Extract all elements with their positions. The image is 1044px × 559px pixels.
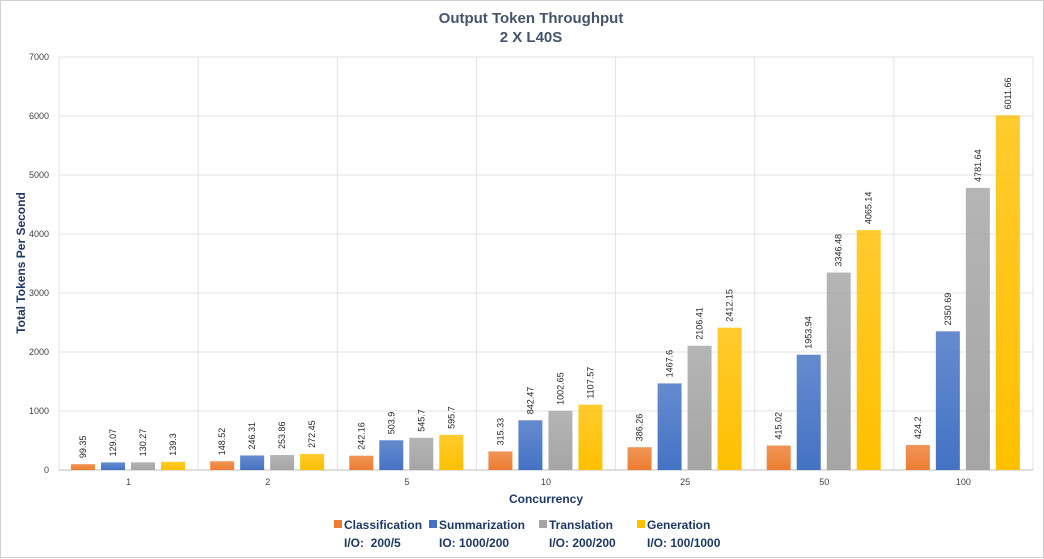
- gridlines: [58, 56, 1034, 471]
- legend-label-summarization: Summarization: [439, 518, 525, 532]
- data-label-generation-5: 595.7: [446, 406, 456, 429]
- bar-translation-25: [687, 345, 712, 470]
- legend-swatch-classification: [334, 520, 342, 528]
- y-axis-ticks: 0 1000 2000 3000 4000 5000 6000 7000: [29, 52, 49, 475]
- data-label-generation-100: 6011.66: [1003, 77, 1013, 109]
- bar-translation-100: [965, 187, 990, 470]
- data-label-summarization-50: 1953.94: [804, 316, 814, 349]
- bar-generation-50: [856, 230, 881, 470]
- chart-subtitle: 2 X L40S: [500, 29, 563, 46]
- x-tick-label: 5: [404, 477, 409, 487]
- bar-summarization-1: [101, 462, 125, 470]
- x-tick-label: 25: [680, 477, 690, 487]
- bar-generation-2: [300, 453, 325, 470]
- bar-generation-10: [578, 404, 603, 470]
- data-label-classification-5: 242.16: [356, 422, 366, 450]
- y-tick-label: 0: [44, 465, 49, 475]
- y-tick-label: 4000: [29, 229, 49, 239]
- bars: [71, 115, 1020, 470]
- bar-translation-2: [270, 455, 295, 470]
- x-axis-ticks: 1 2 5 10 25 50 100: [126, 477, 971, 487]
- bar-classification-25: [627, 447, 652, 470]
- bar-translation-5: [409, 437, 434, 470]
- data-label-translation-10: 1002.65: [555, 372, 565, 405]
- bar-classification-100: [905, 444, 930, 470]
- legend-sublabel-summarization: IO: 1000/200: [439, 536, 509, 550]
- x-tick-label: 100: [956, 477, 971, 487]
- bar-classification-5: [349, 455, 374, 470]
- x-tick-label: 2: [265, 477, 270, 487]
- data-labels: 99.35 129.07 130.27 139.3 148.52 246.31 253.86…: [78, 77, 1013, 458]
- bar-classification-10: [488, 451, 513, 470]
- y-tick-label: 5000: [29, 170, 49, 180]
- data-label-generation-25: 2412.15: [725, 289, 735, 322]
- bar-summarization-2: [240, 455, 265, 470]
- legend-sublabel-generation: I/O: 100/1000: [647, 536, 721, 550]
- y-axis-title: Total Tokens Per Second: [14, 192, 28, 334]
- bar-summarization-25: [657, 383, 682, 470]
- y-tick-label: 6000: [29, 111, 49, 121]
- data-label-summarization-1: 129.07: [108, 429, 118, 457]
- bar-generation-5: [439, 434, 464, 470]
- x-axis-title: Concurrency: [509, 492, 583, 506]
- bar-translation-10: [548, 410, 573, 470]
- data-label-summarization-2: 246.31: [247, 422, 257, 450]
- legend-swatch-translation: [539, 520, 547, 528]
- bar-generation-25: [717, 327, 742, 470]
- y-tick-label: 3000: [29, 288, 49, 298]
- x-tick-label: 1: [126, 477, 131, 487]
- bar-classification-50: [766, 445, 791, 470]
- bar-classification-1: [71, 464, 95, 470]
- data-label-translation-1: 130.27: [138, 429, 148, 457]
- legend-label-translation: Translation: [549, 518, 613, 532]
- bar-summarization-50: [796, 354, 821, 470]
- data-label-classification-100: 424.2: [913, 416, 923, 439]
- data-label-summarization-10: 842.47: [525, 387, 535, 415]
- bar-translation-50: [826, 272, 851, 470]
- data-label-translation-5: 545.7: [416, 409, 426, 432]
- bar-summarization-100: [935, 331, 960, 470]
- x-tick-label: 10: [541, 477, 551, 487]
- data-label-generation-2: 272.45: [307, 420, 317, 448]
- data-label-translation-100: 4781.64: [973, 149, 983, 182]
- y-tick-label: 2000: [29, 347, 49, 357]
- data-label-summarization-25: 1467.6: [665, 350, 675, 378]
- bar-translation-1: [131, 462, 155, 470]
- bar-classification-2: [210, 461, 235, 470]
- data-label-translation-2: 253.86: [277, 421, 287, 449]
- bar-generation-1: [161, 461, 185, 470]
- legend-sublabel-translation: I/O: 200/200: [549, 536, 616, 550]
- data-label-translation-25: 2106.41: [695, 307, 705, 340]
- x-tick-label: 50: [819, 477, 829, 487]
- data-label-classification-1: 99.35: [78, 436, 88, 459]
- data-label-classification-10: 315.33: [495, 418, 505, 446]
- data-label-summarization-5: 503.9: [386, 412, 396, 435]
- chart-title: Output Token Throughput: [439, 10, 624, 27]
- data-label-translation-50: 3346.48: [834, 234, 844, 267]
- y-tick-label: 7000: [29, 52, 49, 62]
- y-tick-label: 1000: [29, 406, 49, 416]
- data-label-classification-50: 415.02: [774, 412, 784, 440]
- data-label-generation-1: 139.3: [168, 433, 178, 456]
- data-label-summarization-100: 2350.69: [943, 293, 953, 326]
- legend-swatch-summarization: [429, 520, 437, 528]
- legend-swatch-generation: [637, 520, 645, 528]
- data-label-generation-10: 1107.57: [585, 367, 595, 399]
- data-label-classification-2: 148.52: [217, 428, 227, 456]
- data-label-generation-50: 4065.14: [864, 192, 874, 225]
- legend-sublabel-classification: I/O: 200/5: [344, 536, 401, 550]
- bar-summarization-10: [518, 420, 543, 470]
- legend: Classification I/O: 200/5 Summarization IO:…: [334, 518, 721, 550]
- bar-summarization-5: [379, 440, 404, 470]
- legend-label-classification: Classification: [344, 518, 422, 532]
- bar-generation-100: [995, 115, 1020, 470]
- legend-label-generation: Generation: [647, 518, 710, 532]
- data-label-classification-25: 386.26: [635, 414, 645, 442]
